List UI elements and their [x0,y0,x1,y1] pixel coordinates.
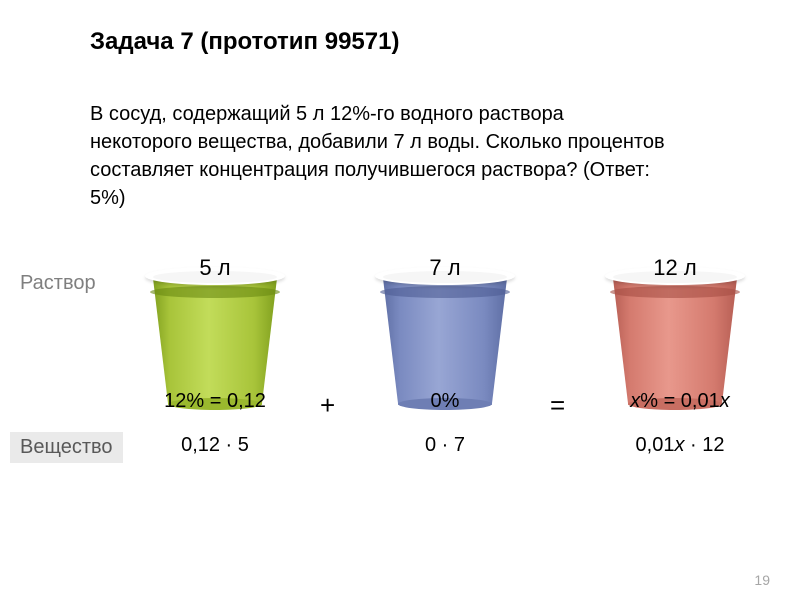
row-label-substance: Вещество [10,432,123,463]
cup-2: 7 л [380,255,510,405]
cup-2-percent: 0% [370,390,520,413]
cup-2-volume: 7 л [380,255,510,281]
operator-plus: + [320,390,335,421]
cup-2-shape [380,275,510,405]
slide-title: Задача 7 (прототип 99571) [90,28,399,56]
operator-equals: = [550,390,565,421]
row-label-solution: Раствор [20,272,96,295]
cup-1-percent: 12% = 0,12 [140,390,290,413]
cup-1-volume: 5 л [150,255,280,281]
cup-3-shape [610,275,740,405]
cup-2-product: 0 · 7 [370,434,520,457]
cup-3-product: 0,01x · 12 [600,434,760,457]
cup-1: 5 л [150,255,280,405]
cup-3-volume: 12 л [610,255,740,281]
page-number: 19 [754,572,770,588]
cup-3-percent: x% = 0,01x [600,390,760,413]
cup-1-shape [150,275,280,405]
problem-text: В сосуд, содержащий 5 л 12%-го водного р… [90,100,670,212]
cup-1-product: 0,12 · 5 [140,434,290,457]
cup-3: 12 л [610,255,740,405]
